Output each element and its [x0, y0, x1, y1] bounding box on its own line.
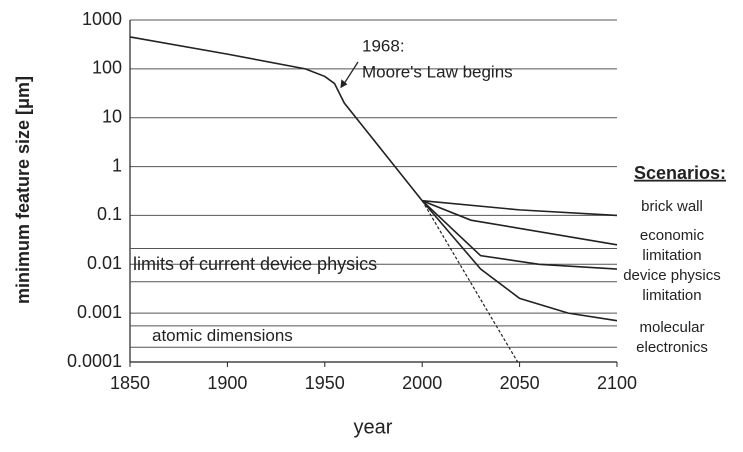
- series-line: [421, 200, 618, 270]
- series-line: [129, 36, 423, 202]
- x-tick-label: 1950: [305, 373, 345, 393]
- y-tick-label: 1: [112, 155, 122, 175]
- legend-title: Scenarios:: [634, 163, 726, 183]
- y-axis-title: minimum feature size [μm]: [13, 76, 33, 304]
- legend-label: limitation: [642, 287, 701, 304]
- y-tick-label: 0.001: [77, 302, 122, 322]
- x-tick-label: 2000: [402, 373, 442, 393]
- legend-label: molecular: [639, 319, 704, 336]
- y-tick-label: 1000: [82, 9, 122, 29]
- series-line: [422, 199, 618, 217]
- x-tick-label: 1850: [110, 373, 150, 393]
- arrow-head: [340, 79, 348, 89]
- x-tick-label: 2100: [597, 373, 637, 393]
- y-tick-label: 0.0001: [67, 351, 122, 371]
- band-label: limits of current device physics: [133, 254, 377, 274]
- y-tick-label: 100: [92, 58, 122, 78]
- x-tick-label: 2050: [500, 373, 540, 393]
- legend-label: economic: [640, 227, 705, 244]
- legend-label: device physics: [623, 267, 721, 284]
- y-tick-label: 0.1: [97, 204, 122, 224]
- series-line: [421, 199, 618, 246]
- x-tick-label: 1900: [207, 373, 247, 393]
- legend-label: limitation: [642, 247, 701, 264]
- series-line: [421, 200, 618, 322]
- annotation: 1968:: [362, 36, 405, 55]
- y-tick-label: 10: [102, 106, 122, 126]
- band-label: atomic dimensions: [152, 326, 293, 345]
- legend-label: brick wall: [641, 198, 703, 215]
- x-axis-title: year: [354, 416, 393, 438]
- series-line: [421, 200, 519, 363]
- annotation-arrow: [341, 61, 359, 87]
- annotation: Moore's Law begins: [362, 62, 513, 81]
- legend-label: electronics: [636, 339, 708, 356]
- y-tick-label: 0.01: [87, 253, 122, 273]
